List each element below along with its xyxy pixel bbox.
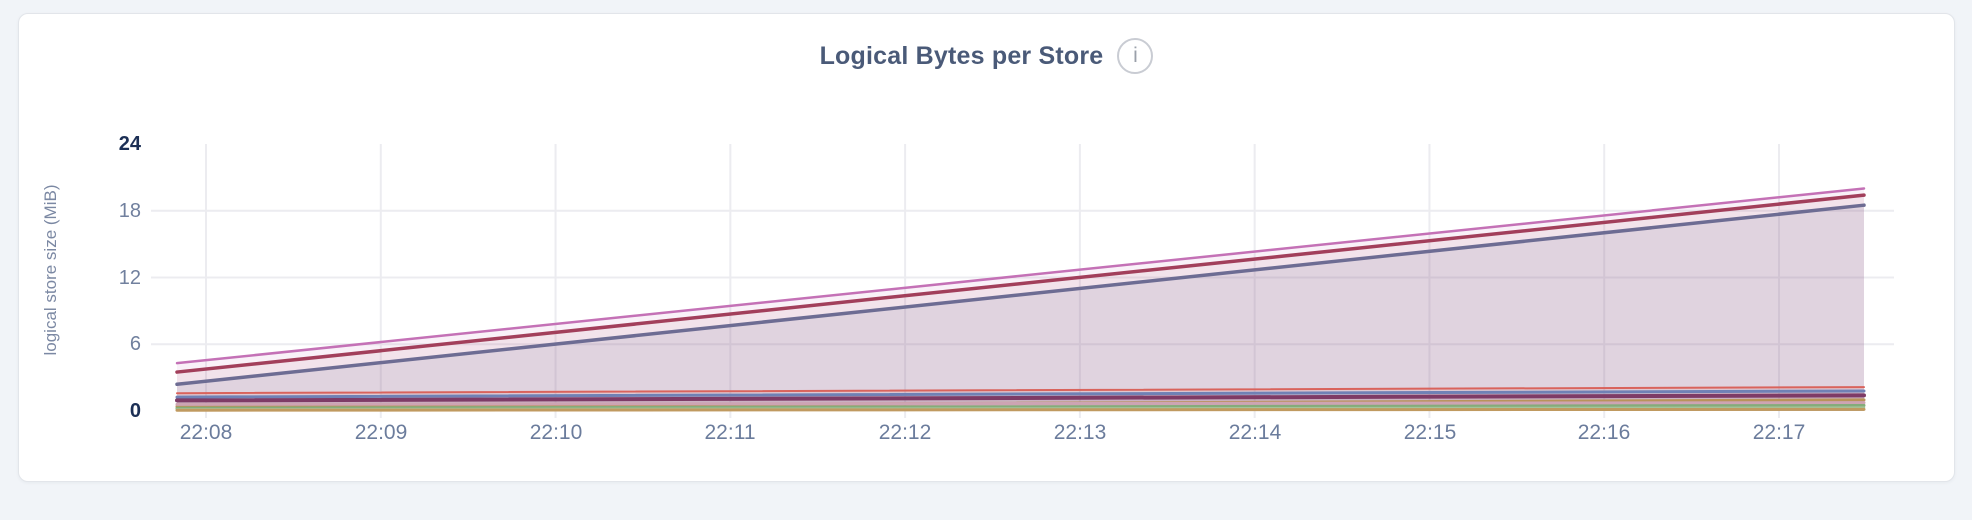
y-tick-12: 12 bbox=[118, 267, 141, 289]
chart-title: Logical Bytes per Store bbox=[819, 41, 1104, 70]
y-tick-24: 24 bbox=[118, 133, 141, 155]
store-dusty-pink-line bbox=[175, 401, 1866, 406]
gridlines bbox=[151, 144, 1894, 418]
store-tan-line bbox=[175, 407, 1866, 412]
store-steel-blue-line bbox=[175, 389, 1866, 399]
store-slate-fill bbox=[177, 205, 1864, 411]
x-tick-2217: 22:17 bbox=[1752, 421, 1806, 444]
x-tick-2211: 22:11 bbox=[704, 421, 756, 444]
y-tick-18: 18 bbox=[118, 200, 141, 222]
series-lines bbox=[175, 187, 1866, 412]
store-orchid-fill bbox=[177, 188, 1864, 411]
chart-plot[interactable] bbox=[19, 14, 1956, 483]
y-tick-0: 0 bbox=[129, 400, 141, 422]
x-tick-2215: 22:15 bbox=[1403, 421, 1457, 444]
x-tick-2213: 22:13 bbox=[1053, 421, 1107, 444]
info-icon-glyph: i bbox=[1133, 44, 1138, 67]
x-tick-2209: 22:09 bbox=[354, 421, 408, 444]
y-tick-6: 6 bbox=[129, 333, 141, 355]
store-orchid-line bbox=[175, 187, 1866, 365]
chart-header: Logical Bytes per Store i bbox=[19, 38, 1954, 74]
x-tick-2216: 22:16 bbox=[1577, 421, 1631, 444]
x-tick-2212: 22:12 bbox=[878, 421, 932, 444]
x-tick-2208: 22:08 bbox=[179, 421, 233, 444]
x-tick-2214: 22:14 bbox=[1228, 421, 1282, 444]
store-plum-line bbox=[175, 393, 1866, 403]
store-salmon-line bbox=[176, 386, 1865, 395]
store-green-line bbox=[175, 403, 1866, 410]
store-maroon-line bbox=[175, 193, 1866, 374]
chart-card: Logical Bytes per Store i logical store … bbox=[18, 13, 1955, 482]
x-tick-2210: 22:10 bbox=[529, 421, 583, 444]
info-icon[interactable]: i bbox=[1117, 38, 1154, 74]
store-slate-line bbox=[175, 203, 1866, 387]
